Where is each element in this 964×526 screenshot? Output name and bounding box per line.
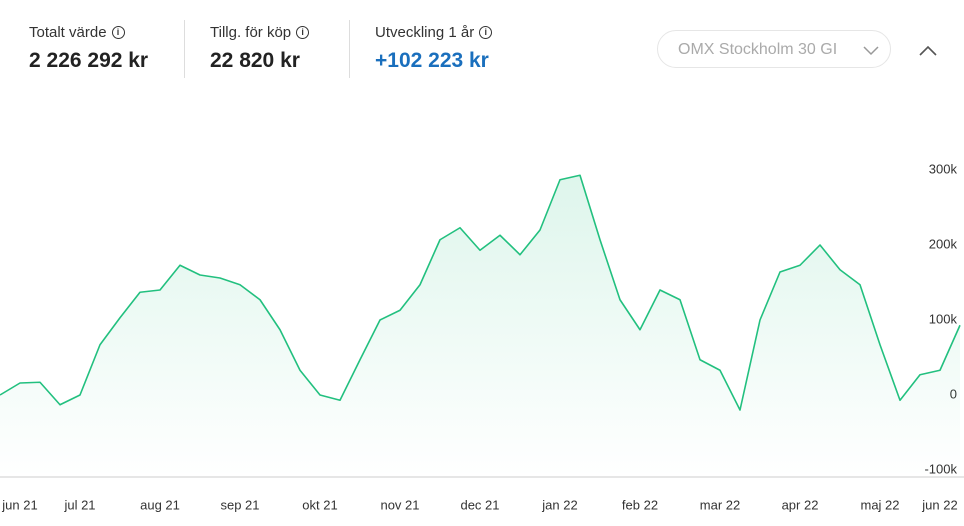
index-select[interactable]: OMX Stockholm 30 GI (657, 30, 891, 68)
x-tick-label: apr 22 (782, 497, 819, 512)
stat-label: Totalt värde (29, 24, 107, 41)
select-text: OMX Stockholm 30 GI (678, 41, 838, 58)
stat-label: Utveckling 1 år (375, 24, 475, 41)
stat-value: +102 223 kr (375, 49, 489, 72)
x-tick-label: feb 22 (622, 497, 658, 512)
x-tick-label: jun 22 (921, 497, 957, 512)
info-icon[interactable]: i (479, 26, 493, 39)
y-tick-label: 300k (929, 161, 958, 176)
y-tick-label: -100k (924, 461, 957, 476)
stat: Tillg. för köp i 22 820 kr (210, 24, 310, 73)
line (0, 174, 961, 411)
divider (349, 20, 350, 78)
x-tick-label: okt 21 (302, 497, 337, 512)
stat: Utveckling 1 år i +102 223 kr (375, 24, 493, 73)
x-tick-label: jun 21 (1, 497, 37, 512)
x-tick-label: mar 22 (700, 497, 740, 512)
y-tick-label: 200k (929, 236, 958, 251)
x-tick-label: jan 22 (541, 497, 577, 512)
collapse-button[interactable] (918, 44, 938, 56)
stat-value: 2 226 292 kr (29, 49, 149, 72)
select-chevron (863, 46, 879, 56)
divider (184, 20, 185, 78)
x-tick-label: nov 21 (380, 497, 419, 512)
x-tick-label: jul 21 (63, 497, 95, 512)
x-tick-label: sep 21 (220, 497, 259, 512)
x-tick-label: maj 22 (860, 497, 899, 512)
info-icon[interactable]: i (296, 26, 310, 39)
y-tick-label: 0 (950, 386, 957, 401)
stat-label: Tillg. för köp (210, 24, 292, 41)
x-tick-label: dec 21 (460, 497, 499, 512)
stat: Totalt värde i 2 226 292 kr (29, 24, 148, 73)
y-tick-label: 100k (929, 311, 958, 326)
x-tick-label: aug 21 (140, 497, 180, 512)
stat-value: 22 820 kr (210, 49, 300, 72)
info-icon[interactable]: i (111, 26, 125, 39)
area (0, 175, 960, 477)
